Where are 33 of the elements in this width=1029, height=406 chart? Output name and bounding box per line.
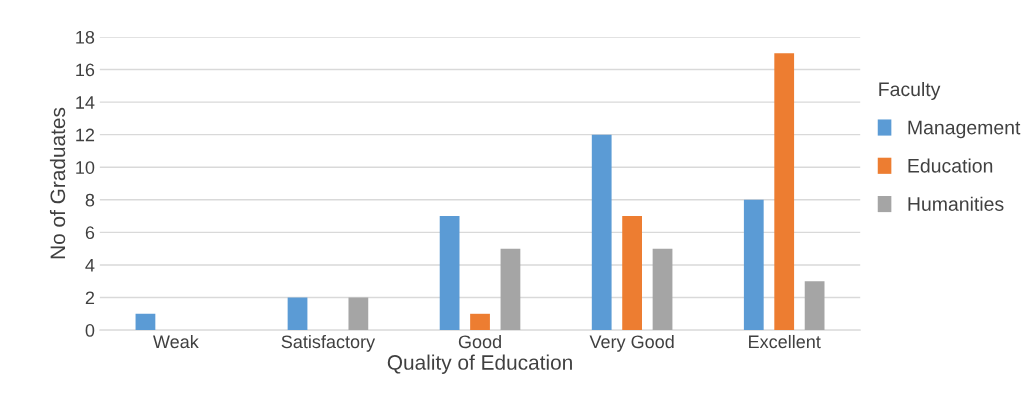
y-tick-label: 10 [76, 161, 95, 174]
bar [743, 199, 764, 331]
bar [348, 297, 369, 331]
legend-label: Education [908, 158, 993, 173]
legend-label: Management [908, 120, 1021, 139]
bar [774, 53, 795, 331]
y-axis-title: No of Graduates [49, 107, 66, 259]
y-tick-label: 12 [76, 128, 95, 142]
x-tick-label: Satisfactory [281, 334, 376, 352]
legend-label: Humanities [908, 196, 1004, 211]
y-tick-label: 16 [76, 63, 95, 77]
x-tick-label: Very Good [589, 334, 674, 352]
bar [804, 281, 825, 331]
x-tick-label: Weak [153, 334, 199, 349]
bar [500, 248, 521, 331]
x-tick-label: Good [458, 334, 501, 349]
bar [439, 216, 460, 331]
x-axis-title: Quality of Education [387, 354, 572, 374]
y-tick-label: 4 [85, 259, 95, 272]
bar [622, 216, 642, 331]
y-tick-label: 14 [76, 96, 95, 109]
y-tick-label: 6 [85, 226, 95, 240]
x-tick-label: Excellent [749, 334, 821, 349]
bar [591, 134, 612, 331]
legend-title: Faculty [879, 81, 941, 101]
y-tick-label: 2 [85, 291, 95, 305]
y-tick-label: 18 [76, 30, 95, 44]
bar [135, 313, 156, 331]
bar [470, 313, 490, 331]
bar [652, 248, 673, 331]
y-tick-label: 8 [85, 193, 95, 207]
bar [287, 297, 308, 331]
y-tick-label: 0 [85, 324, 95, 337]
